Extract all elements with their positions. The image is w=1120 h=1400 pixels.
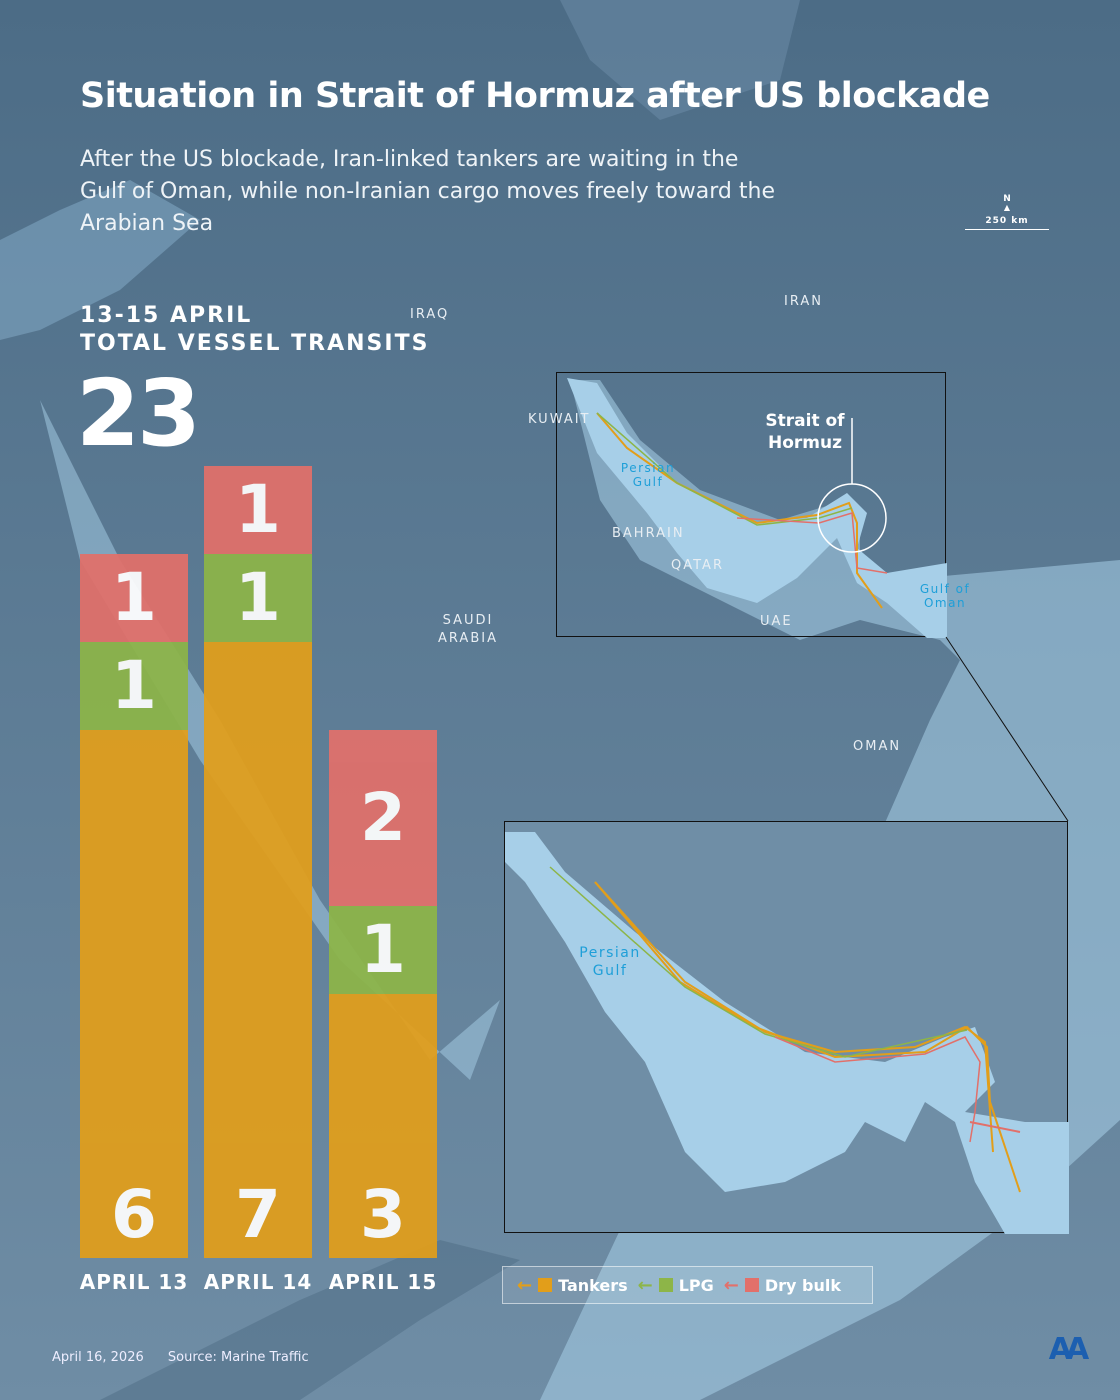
total-value: 23 xyxy=(76,360,201,467)
north-arrow-icon: N xyxy=(1003,194,1011,204)
tankers-arrow-icon: ← xyxy=(517,1274,533,1296)
legend-lpg: LPG xyxy=(678,1275,714,1295)
label-persian-gulf: Persian Gulf xyxy=(620,461,676,489)
data-label: 1 xyxy=(235,559,281,636)
bar-segment-tankers: 7 xyxy=(204,642,312,1258)
label-persian-gulf-inset: Persian Gulf xyxy=(579,945,641,979)
bar-segment-dry-bulk: 2 xyxy=(329,730,437,906)
x-tick-label: APRIL 14 xyxy=(203,1270,313,1294)
total-label: TOTAL VESSEL TRANSITS xyxy=(80,331,430,356)
data-label: 6 xyxy=(111,1176,157,1253)
x-tick-label: APRIL 13 xyxy=(79,1270,189,1294)
label-bahrain: BAHRAIN xyxy=(612,526,685,541)
legend: ← Tankers ← LPG ← Dry bulk xyxy=(502,1266,873,1304)
north-triangle-icon: ▲ xyxy=(1003,203,1011,212)
footer-date: April 16, 2026 xyxy=(52,1350,144,1365)
lpg-arrow-icon: ← xyxy=(637,1274,653,1296)
period-dates: 13-15 APRIL xyxy=(80,303,253,328)
scale-distance: 250 km xyxy=(985,216,1029,226)
footer-source: Source: Marine Traffic xyxy=(167,1350,309,1365)
x-tick-label: APRIL 15 xyxy=(328,1270,438,1294)
bar-segment-dry-bulk: 1 xyxy=(80,554,188,642)
detail-map xyxy=(505,832,1069,1234)
label-saudi-arabia: SAUDI ARABIA xyxy=(438,613,498,646)
page-title: Situation in Strait of Hormuz after US b… xyxy=(80,76,990,116)
overview-map-frame xyxy=(556,372,947,638)
data-label: 7 xyxy=(235,1176,281,1253)
bar-segment-lpg: 1 xyxy=(204,554,312,642)
subtitle: After the US blockade, Iran-linked tanke… xyxy=(80,147,775,236)
data-label: 2 xyxy=(360,779,406,856)
data-label: 1 xyxy=(360,911,406,988)
legend-tankers: Tankers xyxy=(558,1275,628,1295)
label-kuwait: KUWAIT xyxy=(528,412,591,427)
bar-segment-tankers: 6 xyxy=(80,730,188,1258)
bar-segment-lpg: 1 xyxy=(329,906,437,994)
dry-bulk-arrow-icon: ← xyxy=(723,1274,739,1296)
label-iraq: IRAQ xyxy=(410,307,450,322)
lpg-swatch xyxy=(658,1278,673,1292)
legend-dry-bulk: Dry bulk xyxy=(764,1275,841,1295)
dry-bulk-swatch xyxy=(744,1278,759,1292)
label-strait-of-hormuz: Strait of Hormuz xyxy=(765,411,845,453)
label-qatar: QATAR xyxy=(671,558,724,573)
footer: April 16, 2026 Source: Marine Traffic xyxy=(52,1350,309,1365)
label-gulf-of-oman: Gulf of Oman xyxy=(919,582,971,610)
label-oman: OMAN xyxy=(853,739,902,754)
data-label: 1 xyxy=(111,647,157,724)
tankers-swatch xyxy=(538,1278,553,1292)
data-label: 1 xyxy=(111,559,157,636)
scale-bar: N ▲ 250 km xyxy=(965,194,1049,230)
overview-map xyxy=(567,378,947,638)
period-label: 13-15 APRIL TOTAL VESSEL TRANSITS xyxy=(80,302,429,358)
data-label: 1 xyxy=(235,471,281,548)
data-label: 3 xyxy=(360,1176,406,1253)
bar-segment-lpg: 1 xyxy=(80,642,188,730)
detail-map-frame xyxy=(504,821,1069,1234)
aa-logo: AA xyxy=(1048,1332,1089,1367)
bar-segment-dry-bulk: 1 xyxy=(204,466,312,554)
bar-segment-tankers: 3 xyxy=(329,994,437,1258)
label-uae: UAE xyxy=(760,614,793,629)
label-iran: IRAN xyxy=(784,294,823,309)
